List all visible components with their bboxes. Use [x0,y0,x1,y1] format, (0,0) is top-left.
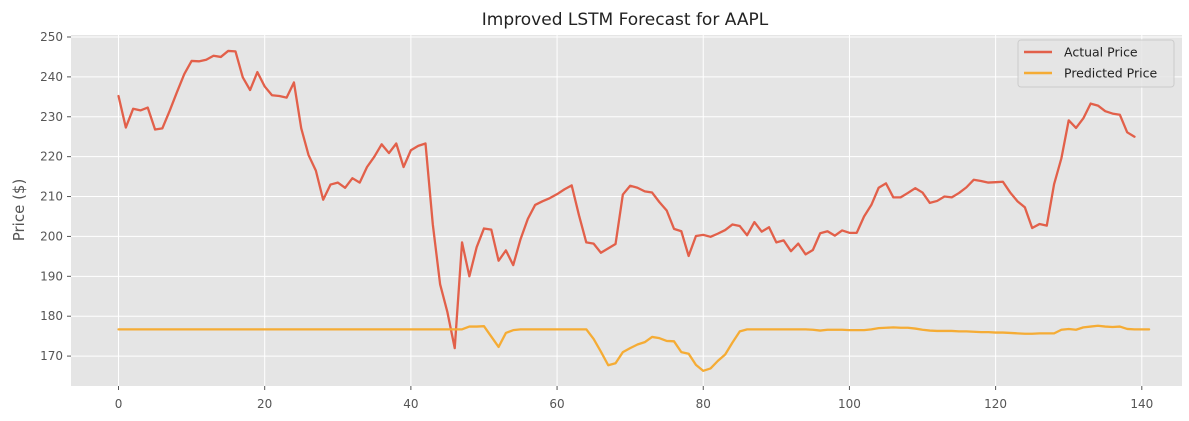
x-tick-label: 20 [257,397,272,411]
legend-label-predicted: Predicted Price [1064,66,1157,81]
y-axis: 170 180 190 200 210 220 230 240 250 [40,30,71,363]
x-axis: 0 20 40 60 80 100 120 140 [115,386,1153,411]
y-tick-label: 180 [40,309,63,323]
y-tick-label: 220 [40,150,63,164]
x-tick-label: 120 [984,397,1007,411]
x-tick-label: 0 [115,397,123,411]
y-tick-label: 200 [40,229,63,243]
y-tick-label: 230 [40,110,63,124]
series-line-actual-price [117,49,1136,350]
x-tick-label: 80 [696,397,711,411]
y-tick-label: 250 [40,30,63,44]
series-lines [117,49,1151,372]
grid-lines [71,35,1182,386]
series-line-predicted-price [117,324,1151,372]
y-axis-label: Price ($) [10,179,28,242]
y-tick-label: 190 [40,269,63,283]
x-tick-label: 60 [549,397,564,411]
legend-label-actual: Actual Price [1064,45,1138,60]
x-tick-label: 140 [1130,397,1153,411]
y-tick-label: 170 [40,349,63,363]
legend-box [1017,39,1175,88]
y-tick-label: 240 [40,70,63,84]
x-tick-label: 40 [403,397,418,411]
plot-area [71,35,1182,386]
legend: Actual Price Predicted Price [1017,39,1175,88]
y-tick-label: 210 [40,190,63,204]
x-tick-label: 100 [838,397,861,411]
chart-title: Improved LSTM Forecast for AAPL [482,10,769,30]
